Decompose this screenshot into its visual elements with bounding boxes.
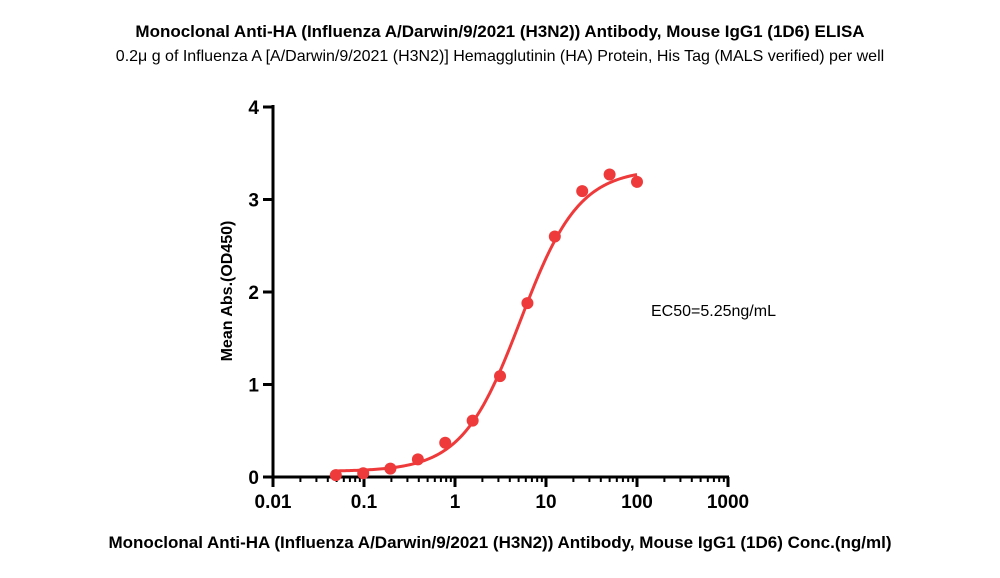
data-point: [411, 453, 424, 466]
x-ticks: 0.01 0.1 1 10 100 1000: [255, 477, 749, 513]
y-axis-label: Mean Abs.(OD450): [219, 221, 236, 362]
ec50-annotation: EC50=5.25ng/mL: [651, 303, 776, 320]
data-point: [576, 185, 589, 198]
y-ticks: 0 1 2 3 4: [248, 98, 273, 489]
y-tick-label: 4: [248, 98, 259, 119]
x-tick-label: 0.1: [351, 492, 378, 513]
x-tick-label: 0.01: [255, 492, 292, 513]
data-point: [329, 469, 342, 482]
data-point: [548, 230, 561, 243]
data-point: [631, 175, 643, 188]
x-axis-label: Monoclonal Anti-HA (Influenza A/Darwin/9…: [108, 533, 892, 552]
data-point: [439, 436, 452, 449]
x-tick-label: 1000: [707, 492, 749, 513]
x-tick-label: 10: [535, 492, 556, 513]
y-tick-label: 1: [248, 376, 259, 397]
y-tick-label: 2: [248, 283, 259, 304]
data-point: [466, 414, 479, 427]
y-tick-label: 3: [248, 191, 259, 212]
y-tick-label: 0: [248, 468, 259, 489]
data-point: [521, 297, 534, 310]
chart-title: Monoclonal Anti-HA (Influenza A/Darwin/9…: [135, 22, 865, 41]
data-points: [329, 168, 643, 482]
fit-curve: [335, 173, 638, 473]
chart-subtitle: 0.2μ g of Influenza A [A/Darwin/9/2021 (…: [115, 48, 885, 65]
data-point: [357, 467, 370, 480]
x-tick-label: 100: [621, 492, 653, 513]
axes: [271, 105, 729, 479]
data-point: [384, 462, 397, 475]
data-point: [494, 370, 507, 383]
data-point: [603, 168, 616, 181]
x-tick-label: 1: [450, 492, 461, 513]
